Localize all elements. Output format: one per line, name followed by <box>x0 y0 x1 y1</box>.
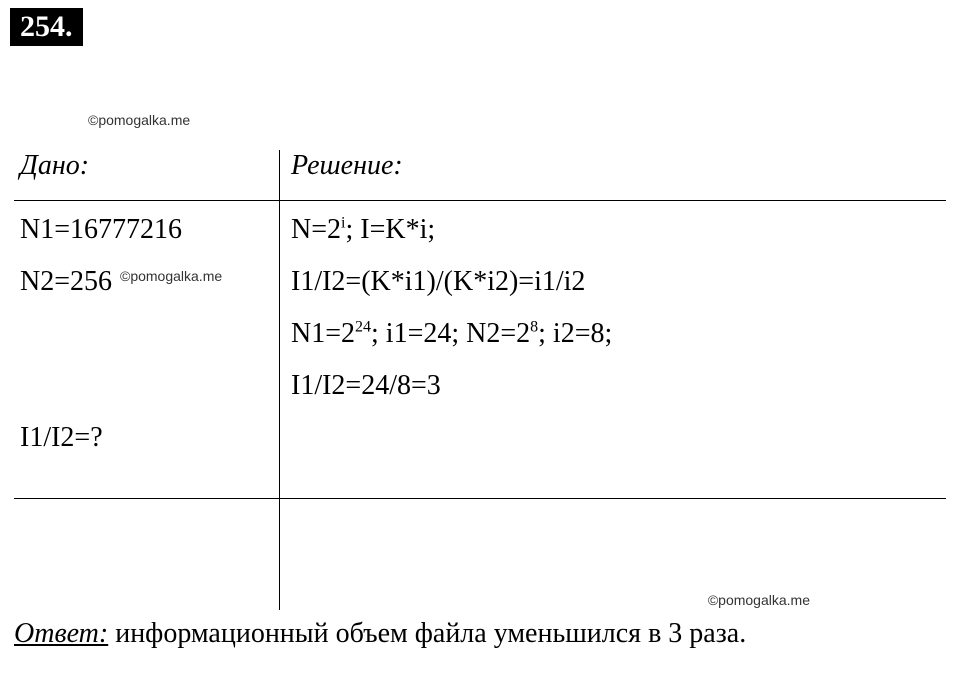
solution-l1-a: N=2 <box>291 214 341 245</box>
solution-l3-b-sup: 8 <box>530 319 538 336</box>
solution-l3-c: ; i2=8; <box>538 318 612 349</box>
horizontal-rule-bottom <box>14 498 946 499</box>
given-question: I1/I2=? <box>20 412 273 464</box>
given-line-1: N1=16777216 <box>20 204 273 256</box>
solution-l3-a-sup: 24 <box>355 319 371 336</box>
answer-label: Ответ: <box>14 618 108 649</box>
vertical-divider-body <box>279 190 280 600</box>
answer-text: информационный объем файла уменьшился в … <box>108 618 746 649</box>
given-header: Дано: <box>20 150 273 192</box>
solution-header: Решение: <box>291 150 946 192</box>
given-line-2: N2=256 <box>20 256 273 308</box>
answer-section: Ответ: информационный объем файла уменьш… <box>14 618 946 650</box>
solution-l1-b: ; I=K*i; <box>345 214 435 245</box>
solution-line-2: I1/I2=(K*i1)/(K*i2)=i1/i2 <box>291 256 946 308</box>
problem-number-badge: 254. <box>10 8 83 46</box>
solution-line-1: N=2i; I=K*i; <box>291 204 946 256</box>
solution-l3-a: N1=2 <box>291 318 355 349</box>
solution-line-4: I1/I2=24/8=3 <box>291 360 946 412</box>
solution-line-3: N1=224; i1=24; N2=28; i2=8; <box>291 308 946 360</box>
solution-l3-b: ; i1=24; N2=2 <box>371 318 530 349</box>
watermark-1: ©pomogalka.me <box>88 112 190 128</box>
problem-content: Дано: Решение: N1=16777216 N2=256 N=2i; … <box>14 150 946 464</box>
watermark-3: ©pomogalka.me <box>708 592 810 608</box>
